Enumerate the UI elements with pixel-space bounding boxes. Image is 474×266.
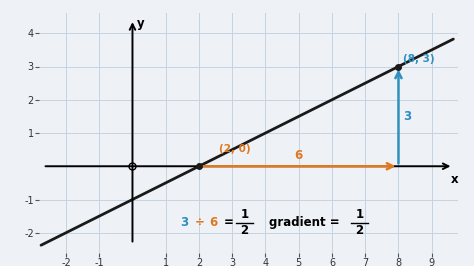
Text: 6: 6 bbox=[295, 149, 303, 162]
Text: 3: 3 bbox=[181, 216, 189, 229]
Text: 2: 2 bbox=[356, 224, 364, 237]
Text: (2, 0): (2, 0) bbox=[219, 144, 251, 153]
Text: 1: 1 bbox=[356, 208, 364, 221]
Text: (8, 3): (8, 3) bbox=[403, 54, 435, 64]
Text: x: x bbox=[451, 173, 459, 186]
Text: =: = bbox=[223, 216, 233, 229]
Text: 2: 2 bbox=[240, 224, 248, 237]
Text: gradient =: gradient = bbox=[269, 216, 340, 229]
Text: 6: 6 bbox=[210, 216, 218, 229]
Text: y: y bbox=[137, 17, 144, 30]
Text: 1: 1 bbox=[240, 208, 248, 221]
Text: ÷: ÷ bbox=[194, 216, 204, 229]
Text: 3: 3 bbox=[403, 110, 411, 123]
